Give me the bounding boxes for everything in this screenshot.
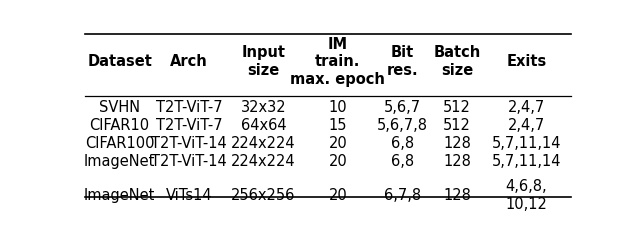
Text: 20: 20 <box>328 154 348 169</box>
Text: CIFAR10: CIFAR10 <box>90 118 150 133</box>
Text: CIFAR100: CIFAR100 <box>85 136 154 151</box>
Text: 128: 128 <box>443 188 471 203</box>
Text: 128: 128 <box>443 154 471 169</box>
Text: 256x256: 256x256 <box>231 188 296 203</box>
Text: T2T-ViT-14: T2T-ViT-14 <box>151 136 227 151</box>
Text: 2,4,7: 2,4,7 <box>508 100 545 115</box>
Text: 20: 20 <box>328 136 348 151</box>
Text: 128: 128 <box>443 136 471 151</box>
Text: 4,6,8,
10,12: 4,6,8, 10,12 <box>506 179 547 212</box>
Text: 6,8: 6,8 <box>391 136 414 151</box>
Text: Dataset: Dataset <box>87 54 152 69</box>
Text: T2T-ViT-7: T2T-ViT-7 <box>156 100 223 115</box>
Text: 15: 15 <box>329 118 347 133</box>
Text: SVHN: SVHN <box>99 100 140 115</box>
Text: ImageNet: ImageNet <box>84 154 156 169</box>
Text: T2T-ViT-14: T2T-ViT-14 <box>151 154 227 169</box>
Text: 224x224: 224x224 <box>231 136 296 151</box>
Text: 512: 512 <box>443 118 471 133</box>
Text: 20: 20 <box>328 188 348 203</box>
Text: Exits: Exits <box>506 54 547 69</box>
Text: 6,8: 6,8 <box>391 154 414 169</box>
Text: 512: 512 <box>443 100 471 115</box>
Text: 2,4,7: 2,4,7 <box>508 118 545 133</box>
Text: 5,7,11,14: 5,7,11,14 <box>492 154 561 169</box>
Text: 32x32: 32x32 <box>241 100 286 115</box>
Text: 5,6,7,8: 5,6,7,8 <box>377 118 428 133</box>
Text: IM
train.
max. epoch: IM train. max. epoch <box>291 37 385 87</box>
Text: 5,6,7: 5,6,7 <box>384 100 421 115</box>
Text: 224x224: 224x224 <box>231 154 296 169</box>
Text: 5,7,11,14: 5,7,11,14 <box>492 136 561 151</box>
Text: 6,7,8: 6,7,8 <box>384 188 421 203</box>
Text: T2T-ViT-7: T2T-ViT-7 <box>156 118 223 133</box>
Text: 10: 10 <box>328 100 348 115</box>
Text: ImageNet: ImageNet <box>84 188 156 203</box>
Text: Arch: Arch <box>170 54 208 69</box>
Text: Input
size: Input size <box>241 45 285 78</box>
Text: 64x64: 64x64 <box>241 118 286 133</box>
Text: Bit
res.: Bit res. <box>387 45 418 78</box>
Text: ViTs14: ViTs14 <box>166 188 212 203</box>
Text: Batch
size: Batch size <box>433 45 481 78</box>
